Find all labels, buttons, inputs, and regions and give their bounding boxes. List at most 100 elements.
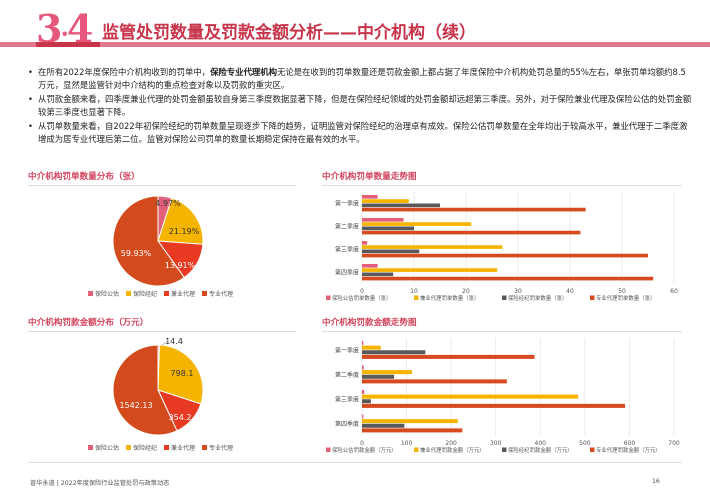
bar-count-tick-label-0: 0 [360,288,364,295]
bullet-2: 从罚款金额来看，四季度兼业代理的处罚金额虽较自身第三季度数据显著下降，但是在保险… [28,93,692,118]
pie-amount-legend-label-0: 保险公估 [95,444,119,452]
pie-count-value-label-1: 21.19% [169,227,200,236]
pie-count-value-label-2: 13.91% [165,261,196,270]
bar-count-tick-label-3: 30 [514,288,522,295]
bar-amount-legend-swatch-0 [326,447,331,452]
bar-amount-title: 中介机构罚款金额走势图 [322,316,682,332]
bar-count-tick-label-4: 40 [566,288,574,295]
bar-amount-bar-3-3 [362,428,463,433]
bar-count-bar-1-2 [362,226,414,231]
bar-count-legend-label-2: 保险经纪罚单数量（张） [508,294,567,302]
bar-amount-bar-2-3 [362,403,625,408]
bar-count-bar-2-2 [362,249,420,254]
pie-count-legend-label-2: 兼业代理 [171,290,195,298]
bar-amount-bar-2-1 [362,394,579,399]
bar-amount-tick-label-5: 500 [579,440,591,447]
pie-amount-legend-label-1: 保险经纪 [133,444,157,452]
bar-count-bar-1-1 [362,222,472,226]
bar-count-bar-3-2 [362,272,394,277]
pie-count-legend-swatch-2 [164,291,169,296]
pie-amount-legend-swatch-0 [88,445,93,450]
bar-amount-bar-0-3 [362,354,535,359]
bar-count-tick-label-6: 60 [670,288,678,295]
bullet-3: 从罚单数量来看，自2022年初保险经纪的罚单数量呈现逐步下降的趋势，证明监管对保… [28,120,692,145]
footer-rule [28,462,682,463]
bar-amount-tick-label-6: 600 [624,440,636,447]
bar-count-category-label-1: 第二季度 [335,223,359,231]
bar-amount-bar-2-0 [362,390,365,395]
bar-amount-category-label-0: 第一季度 [335,346,359,354]
bar-amount-bar-1-3 [362,379,507,384]
page-number: 16 [652,478,660,485]
bar-count-title: 中介机构罚单数量走势图 [322,170,682,186]
bar-count-legend-label-0: 保险公估罚单数量（张） [332,294,391,302]
bar-count-bar-1-0 [362,218,404,222]
bar-amount-category-label-2: 第三季度 [335,395,359,403]
bar-count-category-label-3: 第四季度 [335,269,359,277]
bar-count-bar-0-2 [362,203,440,208]
pie-count-value-label-3: 59.93% [121,249,152,258]
pie-amount-value-label-2: 354.2 [169,413,192,422]
bar-amount-bar-1-1 [362,370,412,375]
bar-amount-tick-label-7: 700 [668,440,680,447]
bar-amount-legend-swatch-3 [590,447,595,452]
pie-count-title: 中介机构罚单数量分布（张） [28,170,296,186]
pie-count-legend-label-3: 专业代理 [209,290,233,298]
bar-count-bar-2-3 [362,253,648,258]
bar-count-category-label-0: 第一季度 [335,200,359,208]
header-rule [0,42,710,47]
bar-amount-legend-swatch-2 [502,447,507,452]
header-rule-accent [36,42,100,47]
pie-amount-legend-label-2: 兼业代理 [171,444,195,452]
pie-count-legend-swatch-0 [88,291,93,296]
bar-amount-legend-label-0: 保险公估罚款金额（万元） [332,446,397,454]
bar-count-legend-swatch-3 [590,295,595,300]
pie-amount-leader-line [161,340,169,346]
bar-amount-bar-0-2 [362,350,426,355]
bar-count-panel: 中介机构罚单数量走势图 0 10 20 30 40 50 60 第一季度 第二季度 第三季度 第四季… [322,170,682,310]
pie-amount-chart: 14.4 798.1 354.2 1542.13 保险公估 保险经纪 兼业代理 专业代理 [88,337,233,452]
bar-count-bar-2-0 [362,241,368,245]
bar-amount-legend-label-3: 专业代理罚款金额（万元） [596,446,661,454]
bar-count-legend-swatch-2 [502,295,507,300]
bar-amount-tick-label-4: 400 [535,440,547,447]
pie-amount-legend-swatch-1 [126,445,131,450]
pie-amount-value-label-0: 14.4 [165,337,183,346]
bar-amount-legend-label-2: 保险经纪罚款金额（万元） [508,446,573,454]
pie-count-legend-swatch-3 [202,291,207,296]
pie-amount-title: 中介机构罚款金额分布（万元） [28,316,296,332]
bar-count-legend-swatch-0 [326,295,331,300]
pie-amount-panel: 中介机构罚款金额分布（万元） 14.4 798.1 354.2 1542.13 保险公估… [28,316,296,460]
bar-amount-tick-label-2: 200 [445,440,457,447]
pie-count-panel: 中介机构罚单数量分布（张） 4.97% 21.19% 13.91% 59.93% 保险公… [28,170,296,310]
bar-amount-bar-3-0 [362,414,364,419]
bar-amount-category-label-1: 第二季度 [335,371,359,379]
pie-amount-slice-3 [112,344,178,436]
pie-count-legend-label-0: 保险公估 [95,290,119,298]
bar-amount-tick-label-1: 100 [401,440,413,447]
bar-amount-bar-0-1 [362,345,381,350]
page-title: 监管处罚数量及罚款金额分析——中介机构（续） [102,23,476,43]
pie-count-value-label-0: 4.97% [155,199,181,208]
bar-count-legend-label-1: 兼业代理罚单数量（张） [420,294,479,302]
bar-count-bar-0-0 [362,195,378,199]
bar-amount-panel: 中介机构罚款金额走势图 0 100 200 300 400 500 600 700 第一季度 第二… [322,316,682,460]
pie-amount-legend-swatch-2 [164,445,169,450]
bar-amount-category-label-3: 第四季度 [335,420,359,428]
pie-count-leader-line [161,197,167,200]
bar-amount-bar-3-2 [362,423,405,428]
bar-count-chart: 0 10 20 30 40 50 60 第一季度第二季度第三季度第四季度保险公估罚单数量（张）… [326,192,678,302]
bar-amount-chart: 0 100 200 300 400 500 600 700 第一季度第二季度第三季度第四季度保险… [326,338,680,454]
pie-amount-legend-swatch-3 [202,445,207,450]
pie-amount-value-label-3: 1542.13 [119,401,152,410]
bar-amount-bar-3-1 [362,419,458,424]
bar-count-bar-3-0 [362,264,378,268]
bar-count-bar-3-3 [362,276,654,281]
pie-count-slice-1 [157,197,204,245]
pie-count-chart: 4.97% 21.19% 13.91% 59.93% 保险公估 保险经纪 兼业代理 专业代理 [88,195,233,298]
bar-amount-bar-1-2 [362,374,395,379]
bar-amount-bar-0-0 [362,341,364,346]
pie-amount-value-label-1: 798.1 [171,369,194,378]
bar-amount-legend-label-1: 兼业代理罚款金额（万元） [420,446,485,454]
bar-count-legend-swatch-1 [414,295,419,300]
